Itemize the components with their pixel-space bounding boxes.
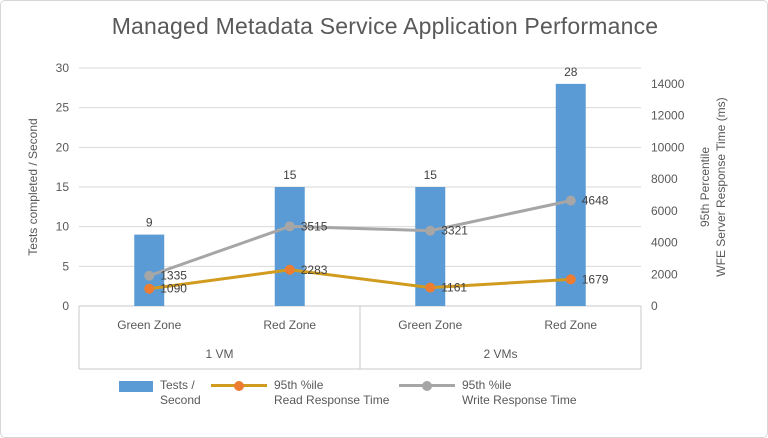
- category-label: Green Zone: [398, 318, 462, 332]
- legend-label-line2: Write Response Time: [462, 392, 577, 407]
- left-axis-tick-label: 10: [56, 220, 70, 234]
- category-label: Green Zone: [117, 318, 181, 332]
- left-axis-tick-label: 15: [56, 180, 70, 194]
- legend-label-line2: Read Response Time: [274, 392, 390, 407]
- right-axis-title: 95th Percentile WFE Server Response Time…: [697, 76, 729, 298]
- legend-label-line1: 95th %ile: [274, 378, 324, 392]
- point-value-label: 1090: [160, 282, 187, 296]
- legend-label-line1: Tests /: [160, 378, 195, 392]
- left-axis-tick-label: 5: [62, 259, 69, 273]
- legend-item-tests-per-second: Tests / Second: [119, 378, 201, 407]
- line-marker: [284, 221, 295, 232]
- right-axis-tick-label: 4000: [651, 236, 678, 250]
- bar-tests-per-second: [134, 234, 165, 306]
- bar-tests-per-second: [274, 187, 305, 306]
- point-value-label: 1679: [582, 272, 609, 286]
- legend-label-line2: Second: [160, 392, 201, 407]
- category-label: Red Zone: [263, 318, 316, 332]
- bar-value-label: 15: [424, 168, 438, 182]
- left-axis-tick-label: 20: [56, 140, 70, 154]
- left-axis-tick-label: 25: [56, 101, 70, 115]
- legend-label-line1: 95th %ile: [462, 378, 512, 392]
- right-axis-tick-label: 6000: [651, 204, 678, 218]
- right-axis-tick-label: 0: [651, 299, 658, 313]
- bar-tests-per-second: [555, 83, 586, 306]
- legend-item-write-response: 95th %ile Write Response Time: [399, 378, 577, 407]
- read-line-swatch-marker: [234, 381, 244, 391]
- point-value-label: 2283: [301, 263, 328, 277]
- line-marker: [425, 282, 436, 293]
- right-axis-tick-label: 14000: [651, 77, 685, 91]
- write-line-swatch: [399, 380, 455, 392]
- category-group-label: 1 VM: [205, 347, 233, 361]
- bar-value-label: 15: [283, 168, 297, 182]
- right-axis-tick-label: 10000: [651, 140, 685, 154]
- right-axis-title-line2: WFE Server Response Time (ms): [714, 97, 728, 277]
- right-axis-tick-label: 8000: [651, 172, 678, 186]
- left-axis-tick-label: 0: [62, 299, 69, 313]
- line-95th-ile-write-response-time: [148, 199, 572, 278]
- point-value-label: 4648: [582, 194, 609, 208]
- legend-label: 95th %ile Write Response Time: [462, 378, 577, 407]
- right-axis-title-line1: 95th Percentile: [698, 146, 712, 228]
- line-marker: [425, 225, 436, 236]
- left-axis-tick-label: 30: [56, 61, 70, 75]
- right-axis-tick-label: 2000: [651, 267, 678, 281]
- point-value-label: 3515: [301, 219, 328, 233]
- point-value-label: 1335: [160, 269, 187, 283]
- left-axis-title: Tests completed / Second: [26, 118, 40, 256]
- legend-label: 95th %ile Read Response Time: [274, 378, 389, 407]
- line-marker: [565, 274, 576, 285]
- point-value-label: 3321: [441, 224, 468, 238]
- bar-series-swatch: [119, 381, 153, 392]
- line-marker: [565, 195, 576, 206]
- line-marker: [144, 270, 155, 281]
- category-label: Red Zone: [544, 318, 597, 332]
- bar-value-label: 9: [146, 216, 153, 230]
- point-value-label: 1161: [441, 281, 467, 295]
- legend-item-read-response: 95th %ile Read Response Time: [211, 378, 389, 407]
- read-line-swatch: [211, 380, 267, 392]
- line-marker: [284, 264, 295, 275]
- write-line-swatch-marker: [422, 381, 432, 391]
- legend-label: Tests / Second: [160, 378, 201, 407]
- right-axis-tick-label: 12000: [651, 109, 685, 123]
- chart-title: Managed Metadata Service Application Per…: [111, 13, 659, 39]
- line-marker: [144, 283, 155, 294]
- category-group-label: 2 VMs: [483, 347, 517, 361]
- line-95th-ile-read-response-time: [149, 268, 571, 291]
- bar-value-label: 28: [564, 65, 578, 79]
